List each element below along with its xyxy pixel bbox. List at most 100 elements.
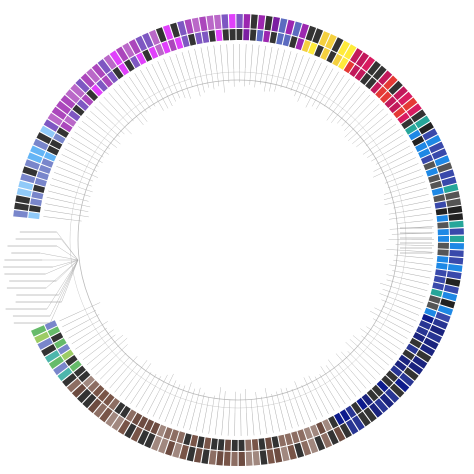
leaf-branch: [404, 194, 429, 201]
ring-cell: [333, 426, 346, 442]
ring-cell: [331, 37, 344, 53]
inner-branch: [71, 196, 89, 202]
leaf-branch: [250, 44, 253, 68]
leaf-branch: [344, 86, 361, 107]
leaf-branch: [404, 284, 428, 291]
ring-cell: [438, 235, 449, 242]
inner-branch: [271, 393, 275, 407]
inner-branch: [131, 363, 138, 372]
inner-branch: [229, 399, 231, 410]
ring-cell: [87, 398, 102, 414]
protruding-branch: [52, 259, 79, 268]
inner-branch: [335, 353, 352, 371]
inner-branch: [324, 93, 333, 107]
ring-cell: [177, 20, 187, 36]
inner-branch: [118, 120, 132, 135]
leaf-branch: [362, 103, 380, 121]
leaf-branch: [388, 145, 411, 158]
ring-cell: [390, 365, 403, 377]
inner-branch: [97, 140, 110, 150]
ring-cell: [228, 14, 236, 29]
ring-cell: [437, 229, 449, 236]
ring-cell: [64, 115, 77, 127]
ring-cell: [122, 42, 135, 58]
inner-branch: [393, 205, 407, 209]
ring-cell: [56, 100, 71, 115]
leaf-branch: [51, 178, 75, 187]
ring-cell: [316, 421, 326, 435]
ring-cell: [61, 349, 74, 361]
ring-cell: [65, 89, 80, 104]
ring-cell: [351, 415, 365, 431]
ring-cell: [47, 326, 61, 337]
ring-cell: [408, 129, 421, 141]
inner-branch: [369, 310, 387, 320]
ring-cell: [71, 383, 87, 398]
ring-cell: [210, 438, 218, 450]
inner-branch: [319, 374, 328, 387]
leaf-branch: [129, 76, 143, 98]
ring-cell: [66, 378, 82, 393]
ring-cell: [82, 375, 95, 388]
inner-branch: [328, 101, 334, 109]
ring-cell: [394, 360, 407, 372]
ring-cell: [365, 77, 377, 90]
ring-cell: [38, 164, 52, 174]
ring-cell: [162, 24, 174, 40]
ring-cell: [231, 451, 238, 466]
ring-cell: [388, 101, 402, 114]
ring-cell: [320, 432, 333, 449]
leaf-branch: [408, 213, 433, 217]
leaf-branch: [401, 187, 428, 196]
inner-branch: [113, 123, 125, 135]
ring-cell: [443, 183, 459, 194]
inner-branch: [116, 352, 127, 363]
leaf-branch: [406, 250, 434, 253]
leaf-branch: [410, 226, 434, 229]
leaf-branch: [113, 88, 131, 110]
leaf-branch: [278, 49, 285, 73]
ring-cell: [57, 343, 71, 355]
ring-cell: [397, 112, 410, 124]
inner-branch: [386, 279, 405, 285]
ring-cell: [48, 356, 64, 369]
inner-branch: [294, 82, 301, 97]
leaf-branch: [226, 44, 229, 67]
ring-cell: [252, 451, 261, 466]
protruding-branch: [60, 238, 79, 261]
ring-cell: [351, 401, 362, 415]
ring-cell: [338, 57, 349, 70]
leaf-branch: [406, 267, 432, 272]
ring-cell: [437, 249, 449, 256]
ring-cell: [339, 409, 351, 422]
inner-branch: [163, 88, 173, 107]
ring-cell: [80, 73, 95, 88]
leaf-branch: [309, 62, 322, 88]
leaf-branch: [194, 48, 201, 75]
ring-cell: [436, 215, 449, 222]
inner-branch: [195, 387, 201, 407]
inner-branch: [325, 365, 336, 379]
ring-cell: [436, 262, 448, 270]
inner-branch: [320, 366, 332, 384]
leaf-branch: [68, 325, 91, 339]
leaf-branch: [141, 386, 156, 411]
ring-cell: [72, 104, 85, 116]
leaf-branch: [305, 394, 317, 420]
inner-branch: [388, 211, 405, 215]
ring-cell: [238, 451, 246, 466]
ring-cell: [179, 444, 189, 460]
ring-cell: [339, 423, 352, 439]
ring-cell: [334, 412, 345, 426]
inner-branch: [294, 381, 303, 401]
ring-cell: [383, 75, 398, 90]
ring-cell: [238, 439, 245, 451]
ring-cell: [284, 433, 293, 446]
ring-cell: [34, 177, 47, 187]
ring-cell: [62, 373, 77, 387]
leaf-branch: [108, 92, 125, 112]
inner-branch: [389, 216, 409, 220]
leaf-branch: [202, 407, 208, 433]
leaf-branch: [311, 394, 323, 417]
ring-cell: [412, 332, 426, 343]
